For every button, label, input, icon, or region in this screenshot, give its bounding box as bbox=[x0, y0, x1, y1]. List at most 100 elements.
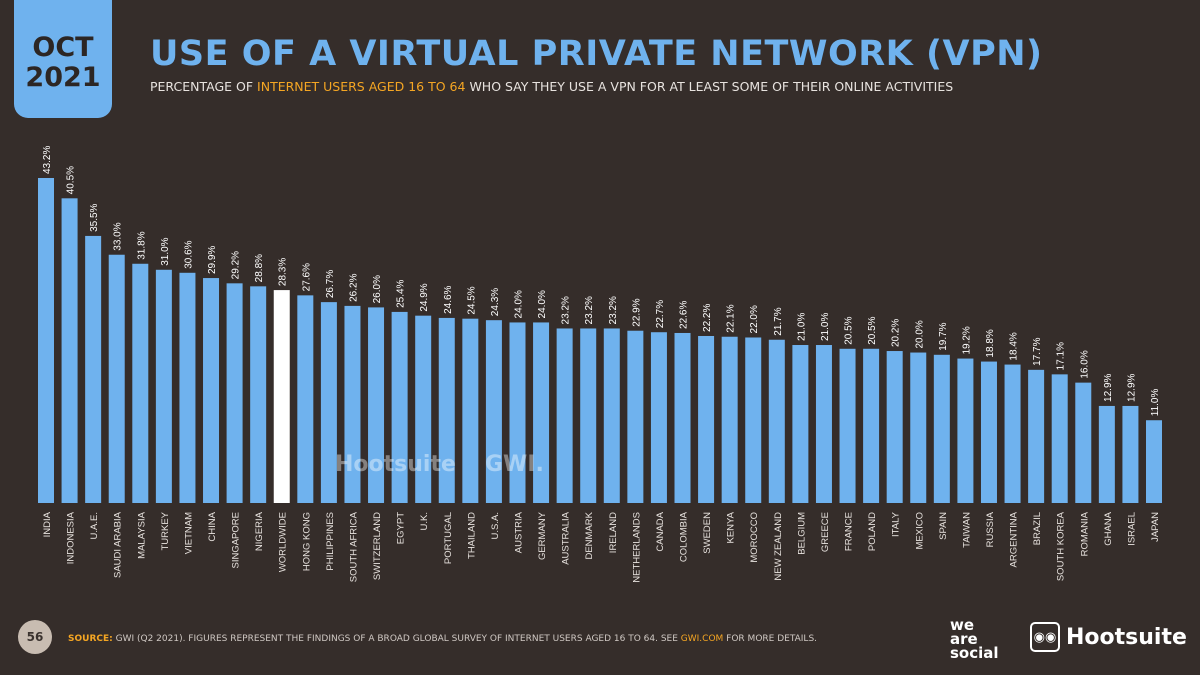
value-label: 40.5% bbox=[66, 166, 77, 194]
category-label: WORLDWIDE bbox=[278, 512, 289, 572]
value-label: 20.5% bbox=[844, 316, 855, 344]
bar-colombia bbox=[674, 332, 691, 503]
bar-greece bbox=[815, 345, 832, 503]
value-label: 19.2% bbox=[961, 326, 972, 354]
hootsuite-logo: ◉◉ Hootsuite bbox=[1030, 622, 1187, 652]
category-label: ROMANIA bbox=[1079, 511, 1090, 556]
category-label: INDONESIA bbox=[66, 511, 77, 564]
category-label: GHANA bbox=[1103, 511, 1114, 545]
category-label: PORTUGAL bbox=[443, 512, 454, 564]
value-label: 21.0% bbox=[820, 313, 831, 341]
bar-indonesia bbox=[61, 198, 78, 503]
value-label: 23.2% bbox=[608, 296, 619, 324]
value-label: 27.6% bbox=[301, 263, 312, 291]
bar-austria bbox=[509, 322, 526, 503]
date-year: 2021 bbox=[25, 62, 101, 93]
date-month: OCT bbox=[32, 32, 94, 63]
category-label: SPAIN bbox=[938, 512, 949, 540]
value-label: 22.1% bbox=[726, 304, 737, 332]
subtitle-post: WHO SAY THEY USE A VPN FOR AT LEAST SOME… bbox=[465, 79, 954, 94]
hootsuite-wordmark: Hootsuite bbox=[1066, 624, 1187, 650]
category-label: KENYA bbox=[726, 511, 737, 543]
value-label: 21.0% bbox=[796, 313, 807, 341]
bar-switzerland bbox=[368, 307, 385, 503]
value-label: 22.9% bbox=[631, 298, 642, 326]
category-label: RUSSIA bbox=[985, 511, 996, 547]
value-label: 26.2% bbox=[348, 273, 359, 301]
value-label: 22.2% bbox=[702, 304, 713, 332]
value-label: 22.0% bbox=[749, 305, 760, 333]
category-label: BELGIUM bbox=[796, 512, 807, 555]
value-label: 17.1% bbox=[1056, 342, 1067, 370]
page-number: 56 bbox=[18, 620, 52, 654]
category-label: SAUDI ARABIA bbox=[113, 511, 124, 578]
value-label: 24.0% bbox=[537, 290, 548, 318]
category-label: ARGENTINA bbox=[1009, 511, 1020, 567]
value-label: 21.7% bbox=[773, 307, 784, 335]
value-label: 30.6% bbox=[183, 240, 194, 268]
category-label: DENMARK bbox=[584, 511, 595, 559]
category-label: SWITZERLAND bbox=[372, 512, 383, 580]
bar-australia bbox=[556, 328, 573, 503]
source-link[interactable]: GWI.COM bbox=[680, 634, 724, 644]
bar-malaysia bbox=[132, 263, 149, 503]
bar-belgium bbox=[792, 345, 809, 503]
category-label: MEXICO bbox=[914, 512, 925, 549]
value-label: 19.7% bbox=[938, 322, 949, 350]
bar-italy bbox=[886, 351, 903, 503]
category-label: CHINA bbox=[207, 511, 218, 541]
source-label: SOURCE: bbox=[68, 634, 113, 644]
value-label: 31.0% bbox=[160, 237, 171, 265]
subtitle-highlight: INTERNET USERS AGED 16 TO 64 bbox=[257, 79, 466, 94]
bar-u-s-a- bbox=[485, 320, 502, 503]
value-label: 20.5% bbox=[867, 316, 878, 344]
bar-mexico bbox=[910, 352, 927, 503]
value-label: 20.2% bbox=[891, 319, 902, 347]
category-label: SOUTH KOREA bbox=[1056, 511, 1067, 581]
value-label: 23.2% bbox=[584, 296, 595, 324]
value-label: 26.7% bbox=[325, 270, 336, 298]
value-label: 12.9% bbox=[1103, 373, 1114, 401]
bar-spain bbox=[933, 354, 950, 503]
bar-india bbox=[38, 178, 54, 503]
value-label: 28.8% bbox=[254, 254, 265, 282]
category-label: THAILAND bbox=[466, 512, 477, 559]
bar-u-k- bbox=[415, 315, 432, 503]
bar-portugal bbox=[438, 317, 455, 503]
category-label: MALAYSIA bbox=[136, 511, 147, 558]
value-label: 35.5% bbox=[89, 203, 100, 231]
category-label: MOROCCO bbox=[749, 512, 760, 563]
bar-poland bbox=[863, 348, 880, 503]
category-label: U.A.E. bbox=[89, 512, 100, 539]
category-label: TAIWAN bbox=[961, 512, 972, 548]
value-label: 24.3% bbox=[490, 288, 501, 316]
bar-netherlands bbox=[627, 330, 644, 503]
bar-argentina bbox=[1004, 364, 1021, 503]
category-label: BRAZIL bbox=[1032, 512, 1043, 545]
subtitle-pre: PERCENTAGE OF bbox=[150, 79, 258, 94]
page-title: USE OF A VIRTUAL PRIVATE NETWORK (VPN) bbox=[150, 34, 1043, 74]
category-label: HONG KONG bbox=[301, 512, 312, 571]
category-label: JAPAN bbox=[1150, 512, 1161, 542]
value-label: 23.2% bbox=[561, 296, 572, 324]
category-label: GREECE bbox=[820, 512, 831, 552]
category-label: POLAND bbox=[867, 512, 878, 551]
value-label: 12.9% bbox=[1126, 373, 1137, 401]
category-label: SWEDEN bbox=[702, 512, 713, 554]
bar-turkey bbox=[155, 269, 172, 503]
category-label: PHILIPPINES bbox=[325, 512, 336, 571]
value-label: 17.7% bbox=[1032, 337, 1043, 365]
bar-kenya bbox=[721, 336, 738, 503]
value-label: 16.0% bbox=[1079, 350, 1090, 378]
bar-russia bbox=[980, 361, 997, 503]
bar-denmark bbox=[580, 328, 597, 503]
value-label: 29.9% bbox=[207, 246, 218, 274]
value-label: 20.0% bbox=[914, 320, 925, 348]
source-end: FOR MORE DETAILS. bbox=[723, 634, 818, 644]
bar-worldwide bbox=[273, 290, 290, 503]
category-label: FRANCE bbox=[844, 512, 855, 551]
value-label: 26.0% bbox=[372, 275, 383, 303]
bar-sweden bbox=[698, 335, 715, 503]
page-subtitle: PERCENTAGE OF INTERNET USERS AGED 16 TO … bbox=[150, 79, 953, 94]
value-label: 29.2% bbox=[231, 251, 242, 279]
